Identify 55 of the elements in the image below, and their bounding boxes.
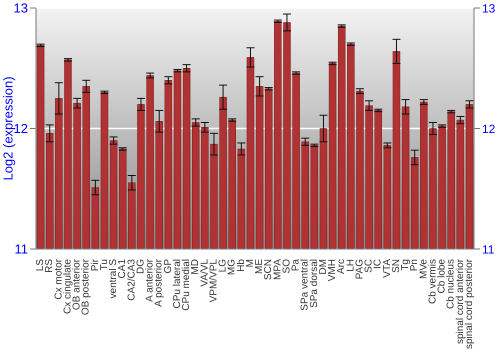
x-tick-label: VPM/VPL — [208, 258, 220, 302]
x-tick-label: SCN — [263, 259, 274, 280]
x-tick-label: SC — [364, 259, 375, 273]
x-tick-label: VTA — [382, 258, 393, 278]
x-tick-label: RS — [44, 258, 56, 273]
x-tick-label: Cx motor — [53, 258, 64, 300]
x-tick-label: SPa dorsal — [308, 259, 320, 308]
x-tick-label: Pn — [409, 259, 420, 272]
x-tick-label: MD — [190, 259, 202, 275]
x-tick-label: Tg — [400, 259, 412, 271]
x-tick-label: MPA — [272, 258, 284, 280]
x-tick-label: Hb — [236, 258, 247, 272]
x-tick-label: M — [244, 259, 256, 268]
y-tick-label: 11 — [14, 242, 28, 257]
x-tick-label: MVe — [418, 258, 430, 280]
y-tick-label: 13 — [14, 0, 28, 16]
x-tick-label: Tu — [98, 259, 110, 270]
x-tick-label: IC — [372, 259, 384, 269]
x-tick-label: DG — [135, 258, 146, 274]
x-tick-label: OB anterior — [72, 258, 83, 310]
x-tick-label: MG — [226, 258, 238, 276]
x-tick-label: SN — [390, 259, 402, 273]
y-axis-title: Log2 (expression) — [0, 76, 16, 181]
x-tick-label: VMH — [327, 259, 338, 282]
x-tick-label: LG — [218, 258, 229, 272]
x-tick-label: A posterior — [154, 258, 165, 307]
x-tick-label: Cb lobe — [436, 258, 448, 294]
x-tick-label: CPu lateral — [172, 259, 183, 308]
x-tick-label: A anterior — [144, 258, 156, 302]
x-tick-label: Arc — [336, 259, 348, 274]
x-tick-label: SO — [281, 258, 292, 274]
x-tick-label: CA1 — [117, 258, 128, 278]
x-tick-label: LS — [35, 258, 46, 272]
x-tick-label: LH — [345, 259, 356, 272]
y2-tick-label: 13 — [482, 1, 496, 16]
x-tick-label: SPa ventral — [300, 259, 311, 311]
y2-tick-label: 12 — [482, 122, 496, 136]
x-tick-label: Pir — [90, 258, 101, 272]
x-tick-label: Pa — [290, 258, 302, 272]
x-tick-label: GP — [162, 258, 174, 274]
x-tick-label: ME — [254, 258, 266, 274]
x-tick-label: CPu medial — [181, 259, 192, 311]
x-tick-label: spinal cord posterior — [464, 258, 475, 350]
y-tick-label: 12 — [14, 121, 28, 136]
x-tick-label: CA2/CA3 — [126, 258, 138, 301]
x-tick-label: Cb nucleus — [446, 259, 457, 310]
y2-tick-label: 11 — [482, 242, 495, 256]
x-tick-label: PAG — [354, 258, 366, 280]
x-tick-label: Cb vermis — [427, 259, 438, 304]
x-tick-label: OB posterior — [80, 258, 92, 316]
x-tick-label: spinal cord anterior — [454, 258, 466, 344]
x-tick-label: VA/VL — [199, 258, 210, 287]
x-tick-label: ventral S — [108, 258, 120, 298]
x-tick-label: DM — [318, 259, 329, 275]
x-tick-label: Cx cingulate — [62, 258, 74, 314]
